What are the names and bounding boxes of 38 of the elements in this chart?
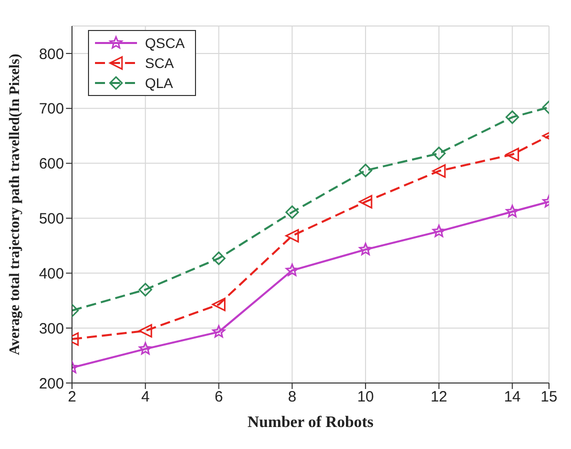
x-tick-label: 14 [504, 388, 521, 406]
y-tick-label: 300 [38, 320, 64, 338]
y-tick-label: 200 [38, 375, 64, 392]
x-tick-label: 12 [430, 388, 448, 406]
point [432, 164, 446, 178]
y-tick-label: 800 [38, 46, 64, 63]
point [286, 264, 299, 276]
y-tick-label: 600 [38, 156, 64, 173]
point [359, 242, 372, 256]
point [285, 229, 299, 243]
point [138, 282, 152, 296]
y-axis-title: Average total trajectory path travelled(In Pixels) [7, 54, 24, 356]
legend-label: QSCA [145, 35, 185, 51]
y-tick-label: 400 [38, 265, 64, 282]
x-tick-label: 15 [540, 388, 558, 406]
y-tick-label: 700 [38, 100, 64, 118]
legend-label: SCA [145, 55, 174, 71]
x-tick-label: 4 [141, 388, 150, 406]
x-tick-label: 8 [288, 388, 296, 406]
point [506, 204, 519, 218]
point [138, 342, 152, 355]
point [358, 195, 372, 209]
point [212, 298, 226, 312]
point [212, 252, 226, 266]
point [212, 325, 226, 338]
point [285, 205, 299, 219]
y-tick-label: 500 [38, 210, 64, 228]
point [506, 148, 520, 162]
point [138, 324, 152, 338]
point [506, 110, 520, 124]
point [358, 164, 372, 178]
point [432, 146, 446, 160]
x-tick-label: 2 [68, 388, 76, 406]
legend-label: QLA [145, 75, 174, 91]
x-tick-label: 6 [214, 388, 223, 406]
point [432, 224, 446, 238]
x-tick-label: 10 [357, 388, 374, 406]
x-axis-title: Number of Robots [248, 414, 374, 431]
